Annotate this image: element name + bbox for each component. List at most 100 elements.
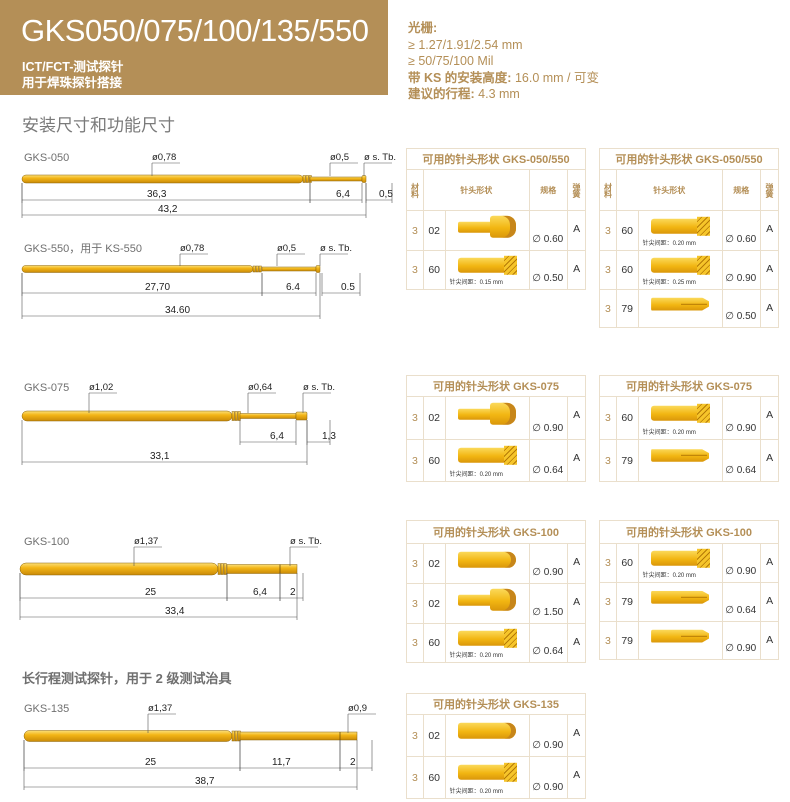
tip-shape-table: 可用的针头形状 GKS-075 3 60 针尖间距：0.20 mm ∅ 0.90 A 3 79… [599,375,779,482]
probe-crimp-ring [231,730,235,742]
tip-serrations [504,255,518,275]
spec-cell: ∅ 0.90 [530,715,569,756]
table-title: 可用的针头形状 GKS-050/550 [407,149,585,170]
tip-shape-cell [639,290,723,327]
diameter-label: ø0,64 [248,382,272,393]
diameter-label: ø s. Tb. [320,243,352,254]
material-cell: 3 [600,251,617,289]
stroke-value: 4.3 mm [474,87,520,101]
dimension-label: 2 [290,587,296,598]
diameter-label: ø0,9 [348,703,367,714]
tip-code-cell: 79 [617,290,639,327]
tip-code-cell: 60 [617,397,639,439]
table-title: 可用的针头形状 GKS-100 [600,521,778,544]
tip-code-cell: 60 [617,251,639,289]
tip-body [458,723,517,740]
spec-value: ∅ 0.60 [532,234,564,245]
tip-pitch-note: 针尖间距：0.20 mm [642,573,696,579]
material-cell: 3 [407,440,424,481]
probe-plunger [261,266,317,272]
spec-value: ∅ 0.90 [725,273,757,284]
table-title: 可用的针头形状 GKS-075 [600,376,778,397]
header-spring: 弹簧 [765,183,774,197]
crown-tip-icon [456,255,518,277]
material-cell: 3 [407,715,424,756]
table-row: 3 79 ∅ 0.64 A [600,583,778,622]
probe-plunger [239,731,358,741]
probe-crimp-ring [223,563,227,575]
dimension-label: 11,7 [272,757,291,768]
probe-tip [315,265,321,273]
spec-cell: ∅ 0.90 [530,757,569,798]
probe-gks-550: GKS-550，用于 KS-550 ø0,78 ø0,5 ø s. Tb. 27,70 6… [21,243,361,319]
spec-value: ∅ 0.64 [532,646,564,657]
cylinder-tip-icon [456,720,518,742]
material-cell: 3 [600,544,617,582]
grid-mil: ≥ 50/75/100 Mil [408,54,494,68]
tip-code-cell: 02 [424,397,446,439]
tip-shape-cell: 针尖间距：0.25 mm [639,251,723,289]
spec-cell: ∅ 1.50 [530,584,569,623]
table-row: 3 60 针尖间距：0.20 mm ∅ 0.64 A [407,624,585,662]
tip-code-cell: 79 [617,622,639,659]
diameter-label: ø0,5 [330,152,349,163]
tip-code-cell: 60 [617,211,639,250]
dimension-label: 2 [350,757,356,768]
tip-shape-cell: 针尖间距：0.20 mm [446,624,530,662]
tip-shank [458,408,493,420]
probe-crimp-ring [255,265,259,273]
install-height-value: 16.0 mm / 可变 [511,70,600,85]
tip-shank [458,221,493,233]
crown-tip-icon [456,445,518,467]
diameter-label: ø s. Tb. [290,536,322,547]
material-cell: 3 [407,624,424,662]
table-row: 3 60 针尖间距：0.20 mm ∅ 0.90 A [600,397,778,440]
diameter-label: ø0,78 [152,152,176,163]
probe-barrel [21,410,233,422]
spec-value: ∅ 0.50 [532,273,564,284]
spear-tip-icon [649,625,711,647]
tip-body [458,765,517,781]
tip-code-cell: 60 [617,544,639,582]
tip-slot [681,596,708,598]
spring-cell: A [573,409,581,421]
probe-gks-135: GKS-135 ø1,37 ø0,9 25 11,7 2 38,7 [23,703,376,790]
tip-shape-cell [446,584,530,623]
tip-shape-table: 可用的针头形状 GKS-135 3 02 ∅ 0.90 A 3 60 针尖间距：0.20 mm… [406,693,586,799]
spring-cell: A [766,556,774,568]
stepped-head-tip-icon [456,402,518,425]
spec-value: ∅ 0.90 [725,423,757,434]
diameter-label: ø s. Tb. [303,382,335,393]
crown-tip-icon [649,403,711,425]
grid-mm: ≥ 1.27/1.91/2.54 mm [408,37,523,52]
tip-slot [681,455,708,457]
probe-label: GKS-135 [24,703,69,715]
tip-serrations [697,255,711,275]
tip-code-cell: 60 [424,251,446,289]
spec-value: ∅ 0.50 [725,311,757,322]
probe-crimp-ring [234,411,238,421]
tip-body [651,405,710,421]
spec-value: ∅ 0.90 [532,740,564,751]
tip-shape-table: 可用的针头形状 GKS-100 3 02 ∅ 0.90 A 3 02 ∅ 1.50 A 3 60 针尖… [406,520,586,663]
tip-shape-cell [446,715,530,756]
spring-cell: A [573,769,581,781]
dimension-label: 25 [145,587,157,598]
spring-cell: A [573,263,581,275]
tip-code-cell: 60 [424,624,446,662]
tip-code-cell: 02 [424,211,446,250]
table-row: 3 60 针尖间距：0.20 mm ∅ 0.90 A [407,757,585,798]
dimension-label: 6,4 [253,587,267,598]
table-row: 3 60 针尖间距：0.25 mm ∅ 0.90 A [600,251,778,290]
table-row: 3 02 ∅ 1.50 A [407,584,585,624]
spec-value: ∅ 0.90 [532,782,564,793]
spring-cell: A [766,223,774,235]
spec-cell: ∅ 0.90 [723,622,762,659]
material-cell: 3 [600,583,617,621]
spring-cell: A [766,595,774,607]
material-cell: 3 [600,397,617,439]
dimension-label: 34.60 [165,305,190,316]
tip-shape-cell [446,397,530,439]
tip-body [651,629,710,643]
dimension-label: 6,4 [336,189,350,200]
